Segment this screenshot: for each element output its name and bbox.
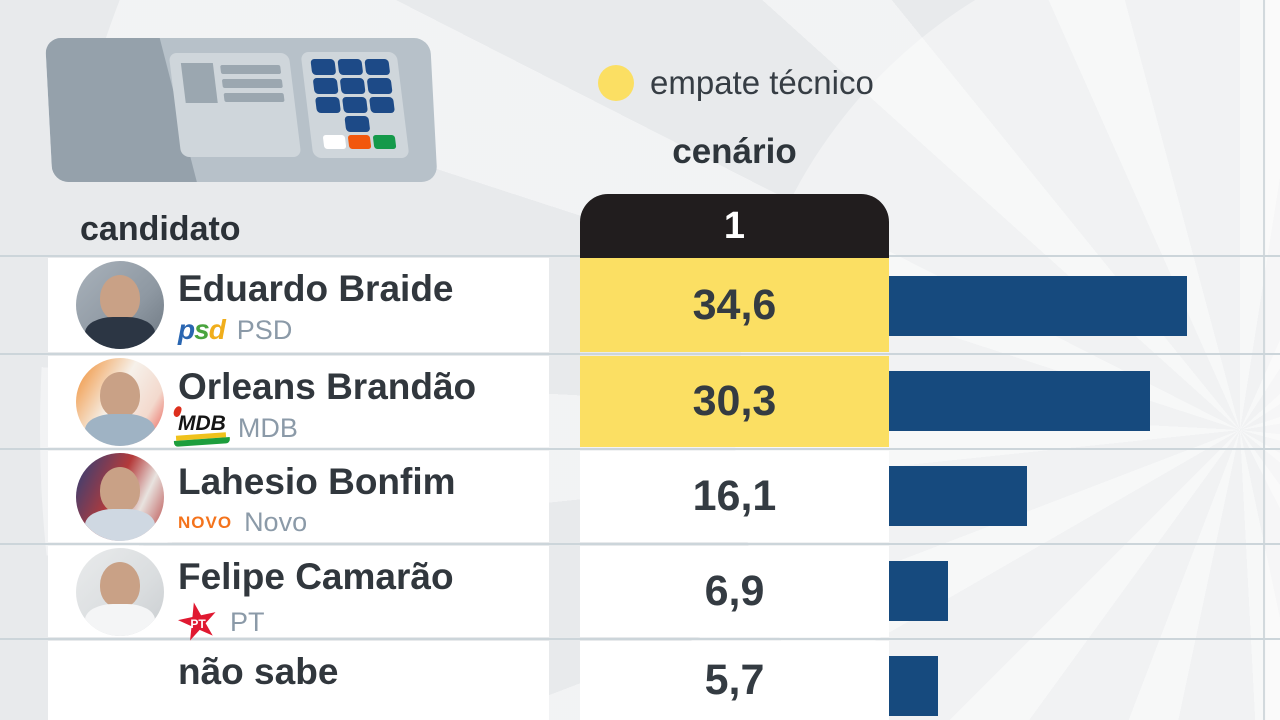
legend: empate técnico bbox=[598, 64, 874, 102]
result-value-cell: 34,6 bbox=[580, 258, 889, 352]
result-bar bbox=[889, 466, 1027, 526]
result-bar bbox=[889, 656, 938, 716]
scenario-1-pill: 1 bbox=[580, 194, 889, 258]
candidate-name: Felipe Camarão bbox=[178, 556, 454, 597]
result-bar bbox=[889, 371, 1150, 431]
candidate-row: Eduardo Braide psd PSD bbox=[48, 258, 549, 352]
scenario-column-header: cenário bbox=[672, 132, 797, 171]
candidate-photo bbox=[76, 452, 164, 541]
party-name: PT bbox=[230, 606, 265, 637]
candidate-photo bbox=[76, 357, 164, 446]
screen-text-line bbox=[220, 65, 282, 74]
party-line: NOVO Novo bbox=[178, 507, 307, 538]
candidate-name: Lahesio Bonfim bbox=[178, 461, 456, 502]
screen-photo-box bbox=[180, 63, 218, 103]
right-column-shade bbox=[1266, 0, 1280, 720]
result-value-cell: 16,1 bbox=[580, 451, 889, 542]
screen-text-line bbox=[221, 79, 283, 88]
legend-label: empate técnico bbox=[650, 64, 874, 101]
confirma-key bbox=[372, 135, 397, 149]
party-name: Novo bbox=[244, 507, 308, 537]
candidate-photo bbox=[76, 261, 164, 349]
branco-key bbox=[322, 135, 347, 149]
column-divider-line bbox=[1263, 0, 1265, 720]
voting-machine-illustration bbox=[45, 38, 438, 182]
row-divider bbox=[0, 543, 1280, 545]
mdb-logo: MDB bbox=[172, 405, 231, 447]
candidate-row: Lahesio Bonfim NOVO Novo bbox=[48, 451, 549, 542]
result-value-cell: 5,7 bbox=[580, 641, 889, 720]
voting-machine-keypad bbox=[300, 52, 410, 158]
candidate-name: Orleans Brandão bbox=[178, 366, 477, 407]
psd-logo: psd bbox=[178, 314, 226, 345]
candidate-photo bbox=[76, 547, 164, 636]
result-value-cell: 6,9 bbox=[580, 546, 889, 637]
result-bar bbox=[889, 561, 948, 621]
party-line: MDB MDB bbox=[172, 405, 298, 447]
party-name: PSD bbox=[236, 314, 293, 345]
voting-machine-screen bbox=[168, 53, 302, 157]
party-name: MDB bbox=[237, 413, 298, 443]
tie-dot-icon bbox=[598, 65, 634, 101]
party-line: PT PT bbox=[178, 602, 265, 642]
result-bar bbox=[889, 276, 1187, 336]
row-divider bbox=[0, 353, 1280, 355]
corrige-key bbox=[347, 135, 372, 149]
row-divider bbox=[0, 448, 1280, 450]
pt-star-logo: PT bbox=[178, 602, 218, 642]
candidate-name: não sabe bbox=[178, 651, 339, 692]
candidate-row: Felipe Camarão PT PT bbox=[48, 546, 549, 637]
candidate-column-header: candidato bbox=[80, 210, 241, 248]
candidate-row: Orleans Brandão MDB MDB bbox=[48, 356, 549, 447]
screen-text-line bbox=[223, 93, 285, 102]
novo-logo: NOVO bbox=[178, 512, 233, 532]
candidate-name: Eduardo Braide bbox=[178, 268, 454, 309]
row-divider bbox=[0, 638, 1280, 640]
candidate-row: não sabe bbox=[48, 641, 549, 720]
party-line: psd PSD bbox=[178, 314, 292, 346]
result-value-cell: 30,3 bbox=[580, 356, 889, 447]
